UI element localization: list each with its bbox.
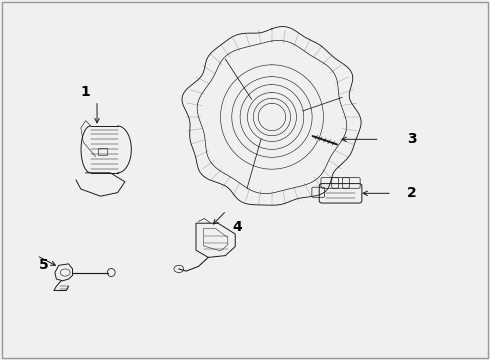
- Text: 5: 5: [39, 258, 49, 271]
- Text: 2: 2: [407, 186, 416, 199]
- Text: 4: 4: [233, 220, 243, 234]
- Text: 3: 3: [407, 132, 416, 145]
- Text: 1: 1: [81, 85, 91, 99]
- Bar: [98, 148, 107, 155]
